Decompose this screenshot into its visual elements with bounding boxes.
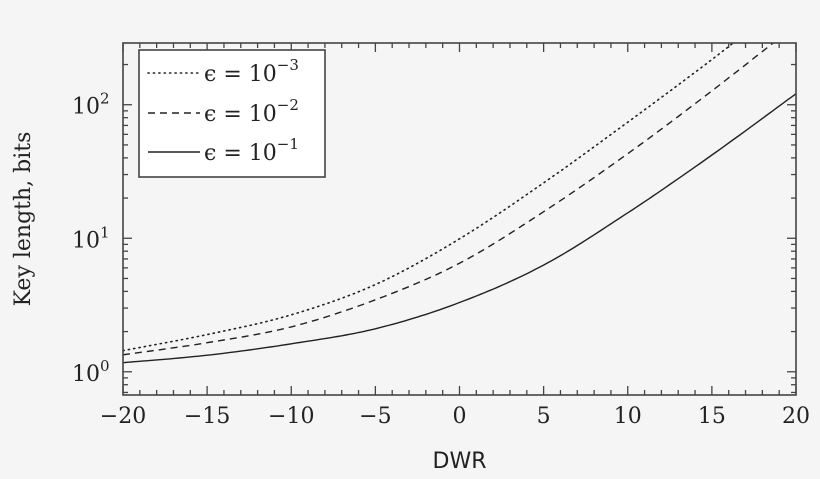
y-tick-label: 101 [72, 223, 110, 253]
x-tick-label: 0 [453, 404, 467, 429]
x-tick-label: 5 [537, 404, 551, 429]
series-lines [123, 43, 796, 364]
y-tick-label: 102 [72, 90, 110, 120]
x-tick-label: −10 [268, 404, 314, 429]
series-line-dashed [123, 43, 775, 356]
x-tick-label: 15 [698, 404, 726, 429]
x-tick-label: 10 [614, 404, 642, 429]
series-line-solid [123, 93, 796, 364]
x-tick-label: −20 [100, 404, 146, 429]
y-tick-labels: 100 101 102 [72, 90, 110, 387]
x-tick-label: −5 [359, 404, 391, 429]
legend-label: ϵ = 10−3 [204, 56, 299, 87]
legend-label: ϵ = 10−2 [204, 96, 299, 127]
x-tick-labels: −20 −15 −10 −5 0 5 10 15 20 [100, 404, 810, 429]
x-axis-title: DWR [433, 449, 487, 474]
plot-frame [122, 42, 797, 396]
x-tick-label: −15 [184, 404, 230, 429]
series-line-dotted [123, 43, 735, 352]
y-axis-title: Key length, bits [11, 132, 36, 307]
legend-label: ϵ = 10−1 [204, 135, 299, 166]
legend: ϵ = 10−3 ϵ = 10−2 ϵ = 10−1 [138, 49, 326, 178]
x-tick-label: 20 [782, 404, 810, 429]
y-tick-label: 100 [72, 357, 110, 387]
